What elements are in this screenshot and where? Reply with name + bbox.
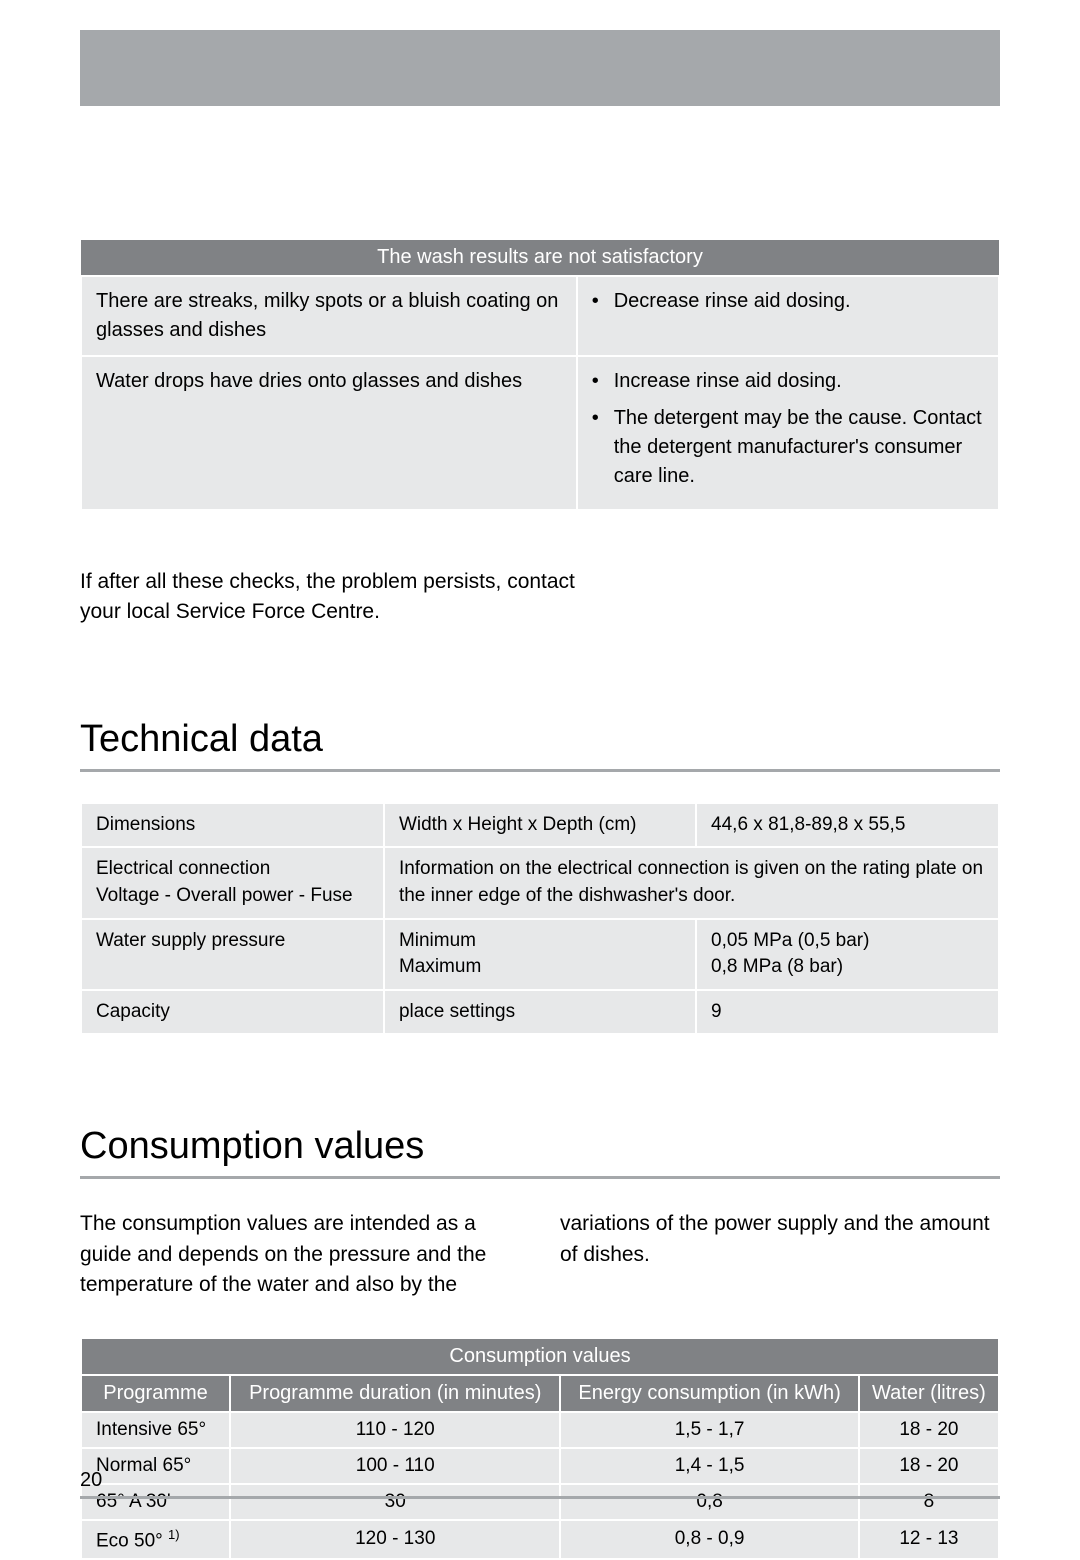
column-header: Programme duration (in minutes) <box>230 1375 560 1412</box>
programme-cell: Eco 50° 1) <box>81 1520 230 1559</box>
water-cell: 12 - 13 <box>859 1520 999 1559</box>
technical-data-table: DimensionsWidth x Height x Depth (cm)44,… <box>80 802 1000 1036</box>
column-header: Energy consumption (in kWh) <box>560 1375 858 1412</box>
tech-cell: Water supply pressure <box>81 919 384 990</box>
tech-cell: 0,05 MPa (0,5 bar)0,8 MPa (8 bar) <box>696 919 999 990</box>
energy-cell: 1,5 - 1,7 <box>560 1412 858 1448</box>
problem-cell: Water drops have dries onto glasses and … <box>81 356 577 510</box>
wash-results-table: The wash results are not satisfactory Th… <box>80 240 1000 511</box>
consumption-intro: The consumption values are intended as a… <box>80 1209 1000 1300</box>
header-bar <box>80 30 1000 106</box>
tech-cell: Dimensions <box>81 803 384 848</box>
column-header: Programme <box>81 1375 230 1412</box>
duration-cell: 120 - 130 <box>230 1520 560 1559</box>
solution-cell: Decrease rinse aid dosing. <box>577 276 999 356</box>
tech-cell: Information on the electrical connection… <box>384 847 999 918</box>
technical-data-heading: Technical data <box>80 718 1000 761</box>
table-row: There are streaks, milky spots or a blui… <box>81 276 999 356</box>
tech-cell: 44,6 x 81,8-89,8 x 55,5 <box>696 803 999 848</box>
duration-cell: 110 - 120 <box>230 1412 560 1448</box>
tech-cell: 9 <box>696 990 999 1035</box>
bullet-item: The detergent may be the cause. Contact … <box>614 404 984 491</box>
table-row: Eco 50° 1)120 - 1300,8 - 0,912 - 13 <box>81 1520 999 1559</box>
section-rule <box>80 769 1000 772</box>
problem-cell: There are streaks, milky spots or a blui… <box>81 276 577 356</box>
table-row: Electrical connectionVoltage - Overall p… <box>81 847 999 918</box>
table-row: Water supply pressureMinimumMaximum0,05 … <box>81 919 999 990</box>
section-rule <box>80 1176 1000 1179</box>
solution-cell: Increase rinse aid dosing. The detergent … <box>577 356 999 510</box>
programme-cell: Intensive 65° <box>81 1412 230 1448</box>
bullet-item: Increase rinse aid dosing. <box>614 367 984 396</box>
tech-cell: Capacity <box>81 990 384 1035</box>
page-number: 20 <box>80 1469 1000 1499</box>
table-row: DimensionsWidth x Height x Depth (cm)44,… <box>81 803 999 848</box>
table-row: Water drops have dries onto glasses and … <box>81 356 999 510</box>
wash-results-header: The wash results are not satisfactory <box>81 240 999 276</box>
tech-cell: Electrical connectionVoltage - Overall p… <box>81 847 384 918</box>
consumption-table-title: Consumption values <box>81 1338 999 1375</box>
column-header: Water (litres) <box>859 1375 999 1412</box>
energy-cell: 0,8 - 0,9 <box>560 1520 858 1559</box>
tech-cell: place settings <box>384 990 696 1035</box>
table-row: Capacityplace settings9 <box>81 990 999 1035</box>
consumption-table: Consumption values ProgrammeProgramme du… <box>80 1337 1000 1560</box>
table-row: Intensive 65°110 - 1201,5 - 1,718 - 20 <box>81 1412 999 1448</box>
consumption-heading: Consumption values <box>80 1125 1000 1168</box>
tech-cell: MinimumMaximum <box>384 919 696 990</box>
bullet-item: Decrease rinse aid dosing. <box>614 287 984 316</box>
after-checks-text: If after all these checks, the problem p… <box>80 567 586 628</box>
water-cell: 18 - 20 <box>859 1412 999 1448</box>
footnote-ref: 1) <box>168 1527 180 1542</box>
tech-cell: Width x Height x Depth (cm) <box>384 803 696 848</box>
